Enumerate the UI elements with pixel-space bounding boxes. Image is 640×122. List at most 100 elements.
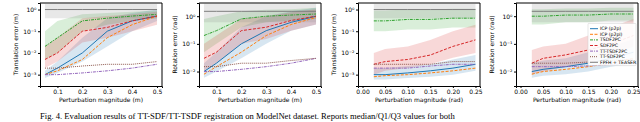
y-axis: 10⁻² 10⁻¹ 10⁰ bbox=[499, 4, 516, 87]
tick: 10⁻² bbox=[182, 68, 199, 75]
legend-label: ICP (p2p) bbox=[600, 26, 621, 31]
axis-line bbox=[356, 4, 359, 87]
tick-mark bbox=[514, 16, 516, 17]
tick-mark bbox=[38, 75, 40, 76]
y-axis-title: Translation error (m) bbox=[12, 14, 19, 77]
plot-area bbox=[374, 4, 476, 79]
tick: 10⁻³ bbox=[341, 71, 358, 78]
tick: 10⁻² bbox=[23, 49, 40, 56]
tick: 10⁻¹ bbox=[23, 28, 40, 35]
median-line bbox=[204, 17, 316, 74]
tick-label: 10⁰ bbox=[344, 6, 355, 13]
tick-mark bbox=[197, 16, 199, 17]
plot-area bbox=[532, 4, 634, 78]
legend-swatch bbox=[590, 28, 598, 29]
tick: 0.3 bbox=[103, 86, 113, 95]
tick-label: 0.15 bbox=[582, 88, 596, 95]
y-axis-title: Translation error (m) bbox=[330, 14, 337, 77]
y-axis: 10⁻³10⁻²10⁻¹10⁰ bbox=[23, 4, 40, 87]
tick-mark bbox=[356, 75, 358, 76]
axis-line bbox=[359, 87, 481, 89]
tick-label: 0.25 bbox=[469, 88, 483, 95]
tick-label: 0.20 bbox=[447, 88, 461, 95]
tick: 10⁻¹ bbox=[182, 40, 199, 47]
tick-label: 0.2 bbox=[237, 88, 247, 95]
legend-swatch bbox=[590, 45, 598, 46]
legend-label: SDF2PC bbox=[600, 43, 618, 48]
tick-label: 0.00 bbox=[356, 88, 370, 95]
tick-label: 10⁻³ bbox=[23, 71, 37, 78]
tick-label: 10⁰ bbox=[185, 13, 196, 20]
tick: 0.20 bbox=[605, 86, 619, 95]
iqr-band bbox=[374, 25, 476, 75]
frame bbox=[162, 3, 163, 86]
legend-label: FPFH + TEASER bbox=[600, 60, 637, 65]
axis-line bbox=[517, 87, 639, 89]
tick: 0.20 bbox=[447, 86, 461, 95]
legend: ICP (p2p)ICP (p2pl)TSDF2PCSDF2PCTT-TSDF2… bbox=[588, 23, 637, 65]
legend-swatch bbox=[590, 62, 598, 63]
tick-label: 0.5 bbox=[312, 88, 322, 95]
caption: Fig. 4. Evaluation results of TT-SDF/TT-… bbox=[40, 111, 455, 121]
tick: 10⁰ bbox=[185, 13, 199, 20]
axis-line bbox=[514, 4, 517, 87]
tick-mark bbox=[356, 53, 358, 54]
median-line bbox=[532, 14, 634, 16]
tick-label: 0.05 bbox=[537, 88, 551, 95]
x-axis-title: Perturbation magnitude (m) bbox=[218, 96, 302, 104]
iqr-band bbox=[45, 10, 157, 78]
median-line bbox=[204, 16, 316, 71]
panel: 0.000.050.100.150.200.2510⁻³10⁻²10⁻¹10⁰P… bbox=[330, 3, 483, 104]
tick: 0.25 bbox=[627, 86, 640, 95]
median-line bbox=[204, 11, 316, 12]
x-axis: 0.10.20.30.40.5 bbox=[200, 86, 322, 95]
tick: 0.4 bbox=[287, 86, 297, 95]
median-line bbox=[374, 68, 476, 77]
tick-label: 0.4 bbox=[287, 88, 297, 95]
median-line bbox=[532, 11, 634, 12]
median-line bbox=[374, 40, 476, 64]
tick: 10⁻¹ bbox=[499, 40, 516, 47]
median-line bbox=[374, 64, 476, 68]
median-line bbox=[45, 16, 157, 75]
tick-label: 0.2 bbox=[78, 88, 88, 95]
median-line bbox=[204, 58, 316, 66]
frame bbox=[638, 3, 639, 86]
median-line bbox=[45, 9, 157, 10]
legend-label: TT-SDF2PC bbox=[599, 54, 625, 59]
tick-mark bbox=[197, 72, 199, 73]
tick-label: 0.3 bbox=[103, 88, 113, 95]
tick: 10⁰ bbox=[502, 13, 516, 20]
tick: 0.1 bbox=[53, 86, 63, 95]
tick: 0.15 bbox=[424, 86, 438, 95]
plot-area bbox=[204, 4, 316, 78]
frame bbox=[480, 3, 481, 86]
tick: 10⁰ bbox=[344, 6, 358, 13]
x-axis-title: Perturbation magnitude (m) bbox=[59, 96, 143, 104]
tick: 10⁻³ bbox=[23, 71, 40, 78]
tick-mark bbox=[356, 31, 358, 32]
x-axis-title: Perturbation magnitude (rad) bbox=[533, 96, 621, 104]
tick-label: 0.5 bbox=[153, 88, 163, 95]
tick: 0.2 bbox=[237, 86, 247, 95]
tick: 0.10 bbox=[560, 86, 574, 95]
tick: 10⁻² bbox=[341, 49, 358, 56]
tick: 0.05 bbox=[379, 86, 393, 95]
tick: 10⁻² bbox=[499, 68, 516, 75]
legend-swatch bbox=[590, 39, 598, 40]
axis-line bbox=[197, 4, 200, 87]
y-axis-title: Rotation error (rad) bbox=[488, 15, 495, 73]
tick: 0.5 bbox=[153, 86, 163, 95]
legend-swatch bbox=[590, 51, 598, 52]
tick-mark bbox=[197, 44, 199, 45]
panel: 0.10.20.30.40.510⁻²10⁻¹10⁰Perturbation m… bbox=[171, 3, 322, 104]
tick-label: 0.10 bbox=[402, 88, 416, 95]
tick-label: 0.4 bbox=[128, 88, 138, 95]
tick: 0.05 bbox=[537, 86, 551, 95]
tick: 0.5 bbox=[312, 86, 322, 95]
median-line bbox=[45, 64, 157, 74]
legend-label: ICP (p2pl) bbox=[600, 32, 623, 37]
tick-label: 10⁻² bbox=[499, 68, 513, 75]
plot-area bbox=[45, 4, 157, 78]
tick-label: 0.1 bbox=[212, 88, 222, 95]
